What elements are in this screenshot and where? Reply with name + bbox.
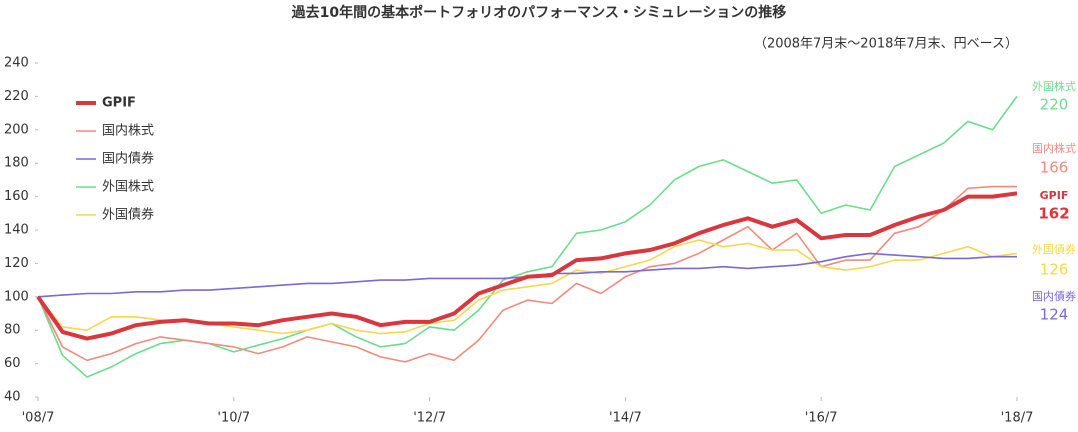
y-tick-label: 240	[4, 56, 29, 71]
y-tick-label: 180	[4, 156, 29, 171]
y-tick-label: 60	[4, 356, 21, 371]
y-tick-label: 40	[4, 390, 21, 405]
y-tick-label: 80	[4, 323, 21, 338]
chart-subtitle: （2008年7月末～2018年7月末、円ベース）	[754, 37, 1018, 52]
legend-label: 国内株式	[102, 123, 154, 139]
x-tick-label: '14/7	[609, 411, 642, 426]
x-tick-label: '18/7	[1001, 411, 1034, 426]
y-tick-label: 100	[4, 289, 29, 304]
y-tick-label: 120	[4, 256, 29, 271]
y-tick-label: 140	[4, 223, 29, 238]
end-label-name: 外国債券	[1032, 242, 1076, 256]
end-label-name: GPIF	[1040, 189, 1069, 202]
y-tick-label: 200	[4, 122, 29, 137]
end-label-name: 外国株式	[1032, 79, 1076, 93]
end-label-value: 220	[1040, 96, 1069, 114]
legend-label: GPIF	[102, 96, 136, 111]
end-label-value: 166	[1040, 159, 1069, 177]
x-tick-label: '08/7	[22, 411, 55, 426]
legend-label: 外国株式	[102, 180, 154, 195]
y-tick-label: 160	[4, 189, 29, 204]
x-tick-label: '12/7	[413, 411, 446, 426]
y-tick-label: 220	[4, 89, 29, 104]
x-tick-label: '10/7	[217, 411, 250, 426]
chart-title: 過去10年間の基本ポートフォリオのパフォーマンス・シミュレーションの推移	[291, 4, 787, 21]
series-line	[36, 191, 1018, 341]
legend-label: 国内債券	[102, 151, 154, 167]
end-label-value: 124	[1040, 306, 1069, 324]
end-label-value: 162	[1038, 205, 1069, 223]
x-tick-label: '16/7	[805, 411, 838, 426]
end-label-value: 126	[1040, 261, 1069, 279]
end-label-name: 国内債券	[1032, 289, 1076, 303]
series-line	[37, 185, 1017, 363]
end-label-name: 国内株式	[1032, 141, 1076, 155]
legend-label: 外国債券	[102, 207, 154, 223]
